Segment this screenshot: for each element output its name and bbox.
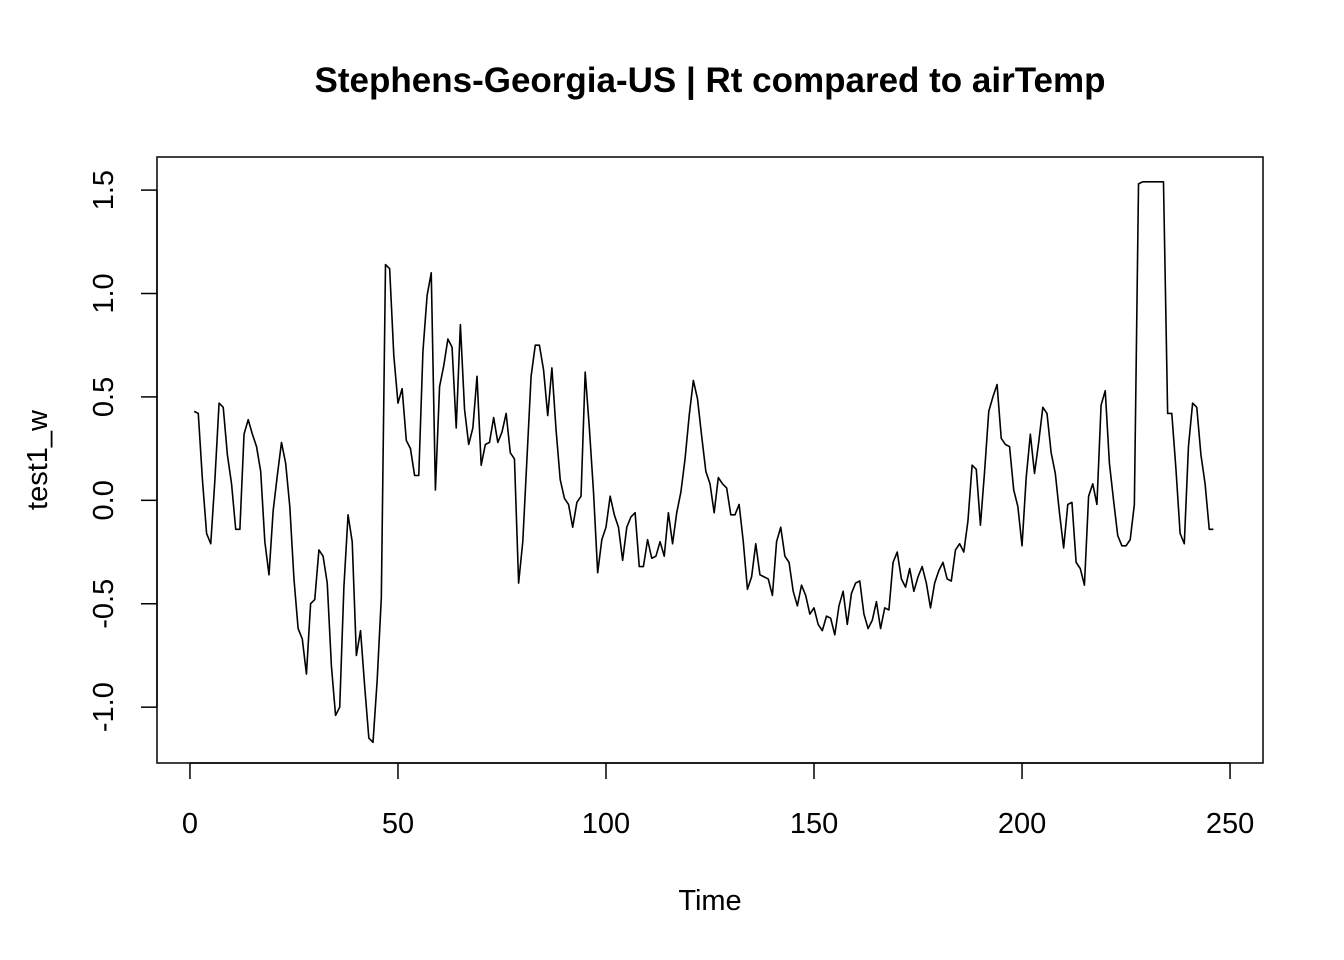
x-tick-label: 250 (1206, 808, 1254, 840)
x-axis-title: Time (678, 885, 741, 917)
y-axis: -1.0 -0.5 0.0 0.5 1.0 1.5 (88, 170, 158, 732)
y-tick-label: -1.0 (88, 682, 120, 732)
y-tick-label: 1.5 (88, 170, 120, 210)
series-layer (193, 181, 1214, 744)
y-axis-title: test1_w (22, 409, 54, 510)
series-line (193, 181, 1214, 744)
x-tick-label: 200 (998, 808, 1046, 840)
x-tick-label: 50 (382, 808, 414, 840)
x-axis: 0 50 100 150 200 250 (182, 762, 1254, 840)
y-tick-label: 0.5 (88, 377, 120, 417)
y-tick-label: 0.0 (88, 480, 120, 520)
y-tick-label: 1.0 (88, 273, 120, 313)
y-tick-label: -0.5 (88, 579, 120, 629)
chart-title: Stephens-Georgia-US | Rt compared to air… (315, 61, 1106, 100)
x-tick-label: 150 (790, 808, 838, 840)
x-tick-label: 0 (182, 808, 198, 840)
x-tick-label: 100 (582, 808, 630, 840)
